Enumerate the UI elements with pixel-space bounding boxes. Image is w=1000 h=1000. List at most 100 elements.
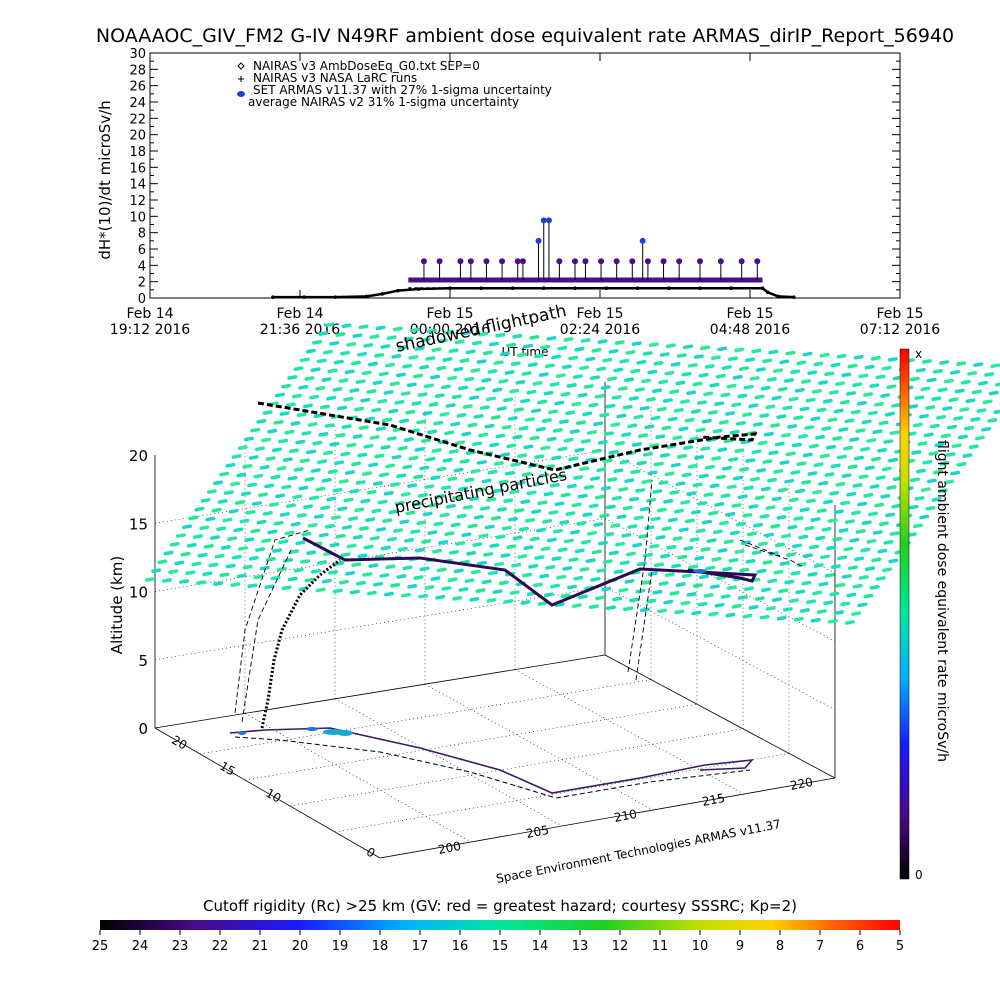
particle-mark xyxy=(316,358,327,364)
particle-mark xyxy=(711,456,722,461)
particle-mark xyxy=(908,504,919,510)
particle-mark xyxy=(760,385,771,391)
particle-mark xyxy=(402,464,413,470)
particle-mark xyxy=(265,456,276,461)
particle-mark xyxy=(259,565,270,571)
particle-mark xyxy=(331,515,341,520)
particle-mark xyxy=(492,589,503,594)
particle-mark xyxy=(354,406,365,412)
particle-mark xyxy=(742,412,753,417)
particle-mark xyxy=(636,561,647,567)
particle-mark xyxy=(445,403,456,408)
particle-mark xyxy=(970,417,981,422)
particle-mark xyxy=(435,494,445,499)
particle-mark xyxy=(466,551,477,556)
particle-mark xyxy=(503,599,514,604)
particle-mark xyxy=(913,523,923,529)
rigidity-tick-label: 15 xyxy=(492,939,509,954)
particle-mark xyxy=(237,445,248,451)
armas-point xyxy=(660,258,667,265)
particle-mark xyxy=(268,502,279,507)
particle-mark xyxy=(798,534,809,540)
x-tick-label-date: Feb 15 xyxy=(426,306,473,322)
particle-mark xyxy=(551,354,562,360)
x-tick-label-time: 04:48 2016 xyxy=(710,322,791,338)
armas-point xyxy=(629,258,636,265)
legend-entry: NAIRAS v3 AmbDoseEq_G0.txt SEP=0 xyxy=(253,59,480,73)
particle-mark xyxy=(636,460,647,466)
particle-mark xyxy=(579,365,590,371)
particle-mark xyxy=(944,479,954,485)
particle-mark xyxy=(878,521,889,527)
particle-mark xyxy=(506,443,517,449)
particle-mark xyxy=(669,490,680,495)
particle-mark xyxy=(737,393,748,399)
particle-mark xyxy=(451,394,462,400)
particle-mark xyxy=(563,437,574,443)
particle-mark xyxy=(942,406,953,411)
particle-mark xyxy=(418,593,429,599)
particle-mark xyxy=(711,556,722,562)
particle-mark xyxy=(493,360,504,365)
particle-mark xyxy=(371,508,382,514)
particle-mark xyxy=(453,467,464,473)
particle-mark xyxy=(818,380,829,385)
particle-mark xyxy=(284,429,295,435)
particle-mark xyxy=(717,346,728,352)
particle-mark xyxy=(577,493,588,499)
nairas-point xyxy=(333,295,338,299)
particle-mark xyxy=(826,444,836,450)
particle-mark xyxy=(452,495,463,500)
particle-mark xyxy=(321,578,332,584)
particle-mark xyxy=(768,450,779,456)
particle-mark xyxy=(750,476,760,482)
particle-mark xyxy=(279,512,290,517)
particle-mark xyxy=(605,605,616,611)
particle-mark xyxy=(647,470,658,476)
particle-mark xyxy=(642,351,653,356)
particle-mark xyxy=(747,531,757,537)
particle-mark xyxy=(621,432,632,437)
particle-mark xyxy=(857,602,868,608)
particle-mark xyxy=(826,545,837,551)
particle-mark xyxy=(677,454,687,459)
particle-mark xyxy=(580,438,591,444)
particle-mark xyxy=(726,383,737,389)
particle-mark xyxy=(995,381,1000,387)
particle-mark xyxy=(493,461,504,466)
particle-mark xyxy=(844,620,855,625)
particle-mark xyxy=(397,546,408,552)
particle-mark xyxy=(481,377,492,383)
particle-mark xyxy=(560,391,571,397)
particle-mark xyxy=(373,581,384,587)
particle-mark xyxy=(601,486,611,491)
particle-mark xyxy=(571,603,582,608)
particle-mark xyxy=(635,488,646,493)
rigidity-tick-label: 24 xyxy=(132,939,149,954)
particle-mark xyxy=(559,520,570,525)
particle-mark xyxy=(556,474,566,479)
y3d-tick-label: 0 xyxy=(364,845,378,861)
particle-mark xyxy=(542,519,553,524)
rigidity-tick-label: 9 xyxy=(736,939,744,954)
particle-mark xyxy=(357,351,368,357)
particle-mark xyxy=(230,582,241,587)
particle-mark xyxy=(417,392,428,397)
particle-mark xyxy=(590,476,601,481)
particle-mark xyxy=(382,417,393,423)
nairas-point xyxy=(302,295,306,299)
particle-mark xyxy=(971,389,982,395)
particle-mark xyxy=(601,586,612,592)
particle-mark xyxy=(700,547,711,552)
particle-mark xyxy=(408,455,419,461)
particle-mark xyxy=(355,480,366,485)
particle-mark xyxy=(298,384,309,390)
particle-mark xyxy=(350,360,361,366)
particle-mark xyxy=(385,362,396,368)
y-tick-label: 22 xyxy=(129,112,146,127)
particle-mark xyxy=(345,571,356,576)
particle-mark xyxy=(708,611,719,617)
armas-point xyxy=(697,258,703,265)
particle-mark xyxy=(928,451,939,456)
particle-mark xyxy=(875,576,886,581)
